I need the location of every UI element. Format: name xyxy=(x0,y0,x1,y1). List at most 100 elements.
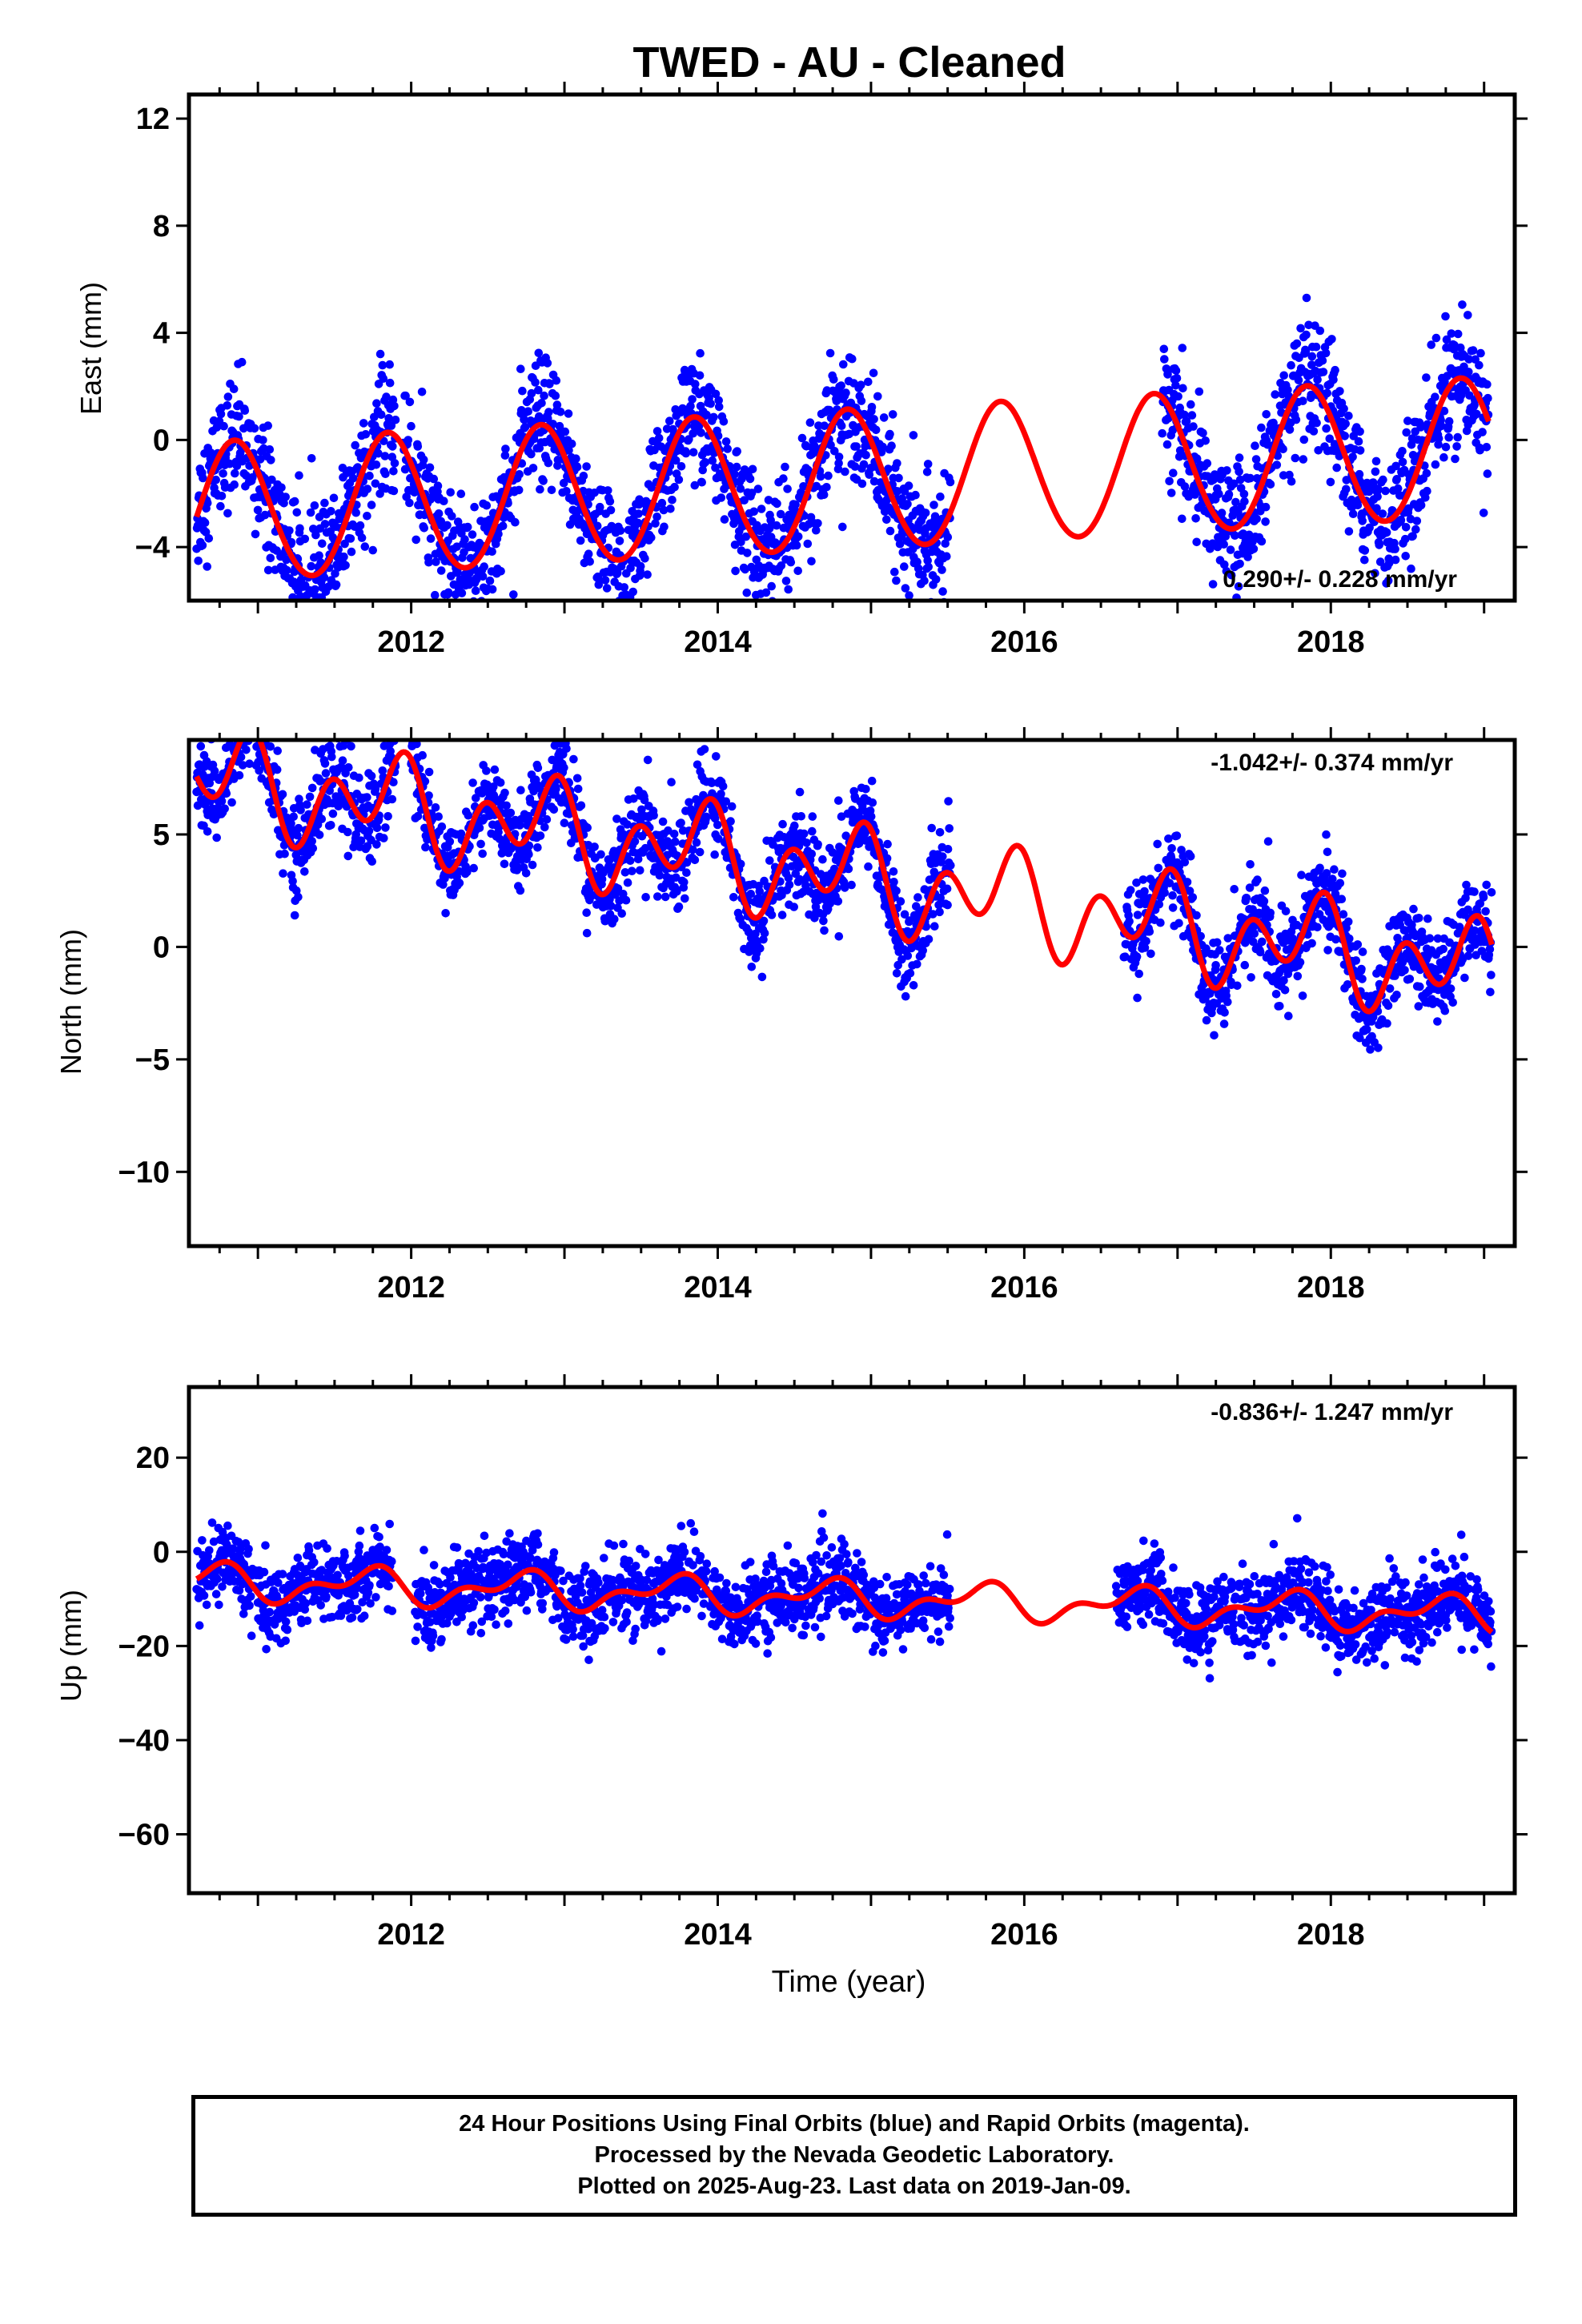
north-data-point xyxy=(343,851,353,861)
up-data-point xyxy=(198,1536,207,1545)
east-data-point xyxy=(1360,555,1369,565)
east-data-point xyxy=(837,381,845,390)
east-data-point xyxy=(277,483,286,493)
east-data-point xyxy=(299,609,308,617)
east-data-point xyxy=(360,542,370,551)
east-data-point xyxy=(204,534,214,543)
east-data-point xyxy=(730,469,739,479)
east-data-point xyxy=(1172,374,1182,383)
north-data-point xyxy=(259,710,267,719)
east-data-point xyxy=(1313,375,1322,384)
east-data-point xyxy=(652,513,661,521)
east-data-point xyxy=(381,469,390,478)
east-data-point xyxy=(761,611,770,620)
east-data-point xyxy=(1243,553,1252,561)
east-data-point xyxy=(1326,477,1335,487)
east-data-point xyxy=(544,408,553,416)
north-data-point xyxy=(883,839,892,849)
north-data-point xyxy=(233,714,242,723)
east-data-point xyxy=(375,349,385,359)
east-data-point xyxy=(412,535,420,545)
east-data-point xyxy=(1215,489,1223,498)
east-data-point xyxy=(1162,440,1172,449)
east-data-point xyxy=(1464,368,1473,376)
east-data-point xyxy=(1251,455,1261,464)
east-data-point xyxy=(524,407,532,416)
north-data-point xyxy=(1132,879,1141,887)
north-x-tick-label: 2012 xyxy=(377,1271,445,1305)
north-data-point xyxy=(506,808,516,818)
east-data-point xyxy=(471,586,480,595)
north-data-point xyxy=(664,826,673,835)
east-data-point xyxy=(320,520,330,529)
north-data-point xyxy=(938,852,947,861)
east-data-point xyxy=(1472,409,1481,419)
east-data-point xyxy=(721,437,731,446)
north-data-point xyxy=(1219,1019,1229,1028)
north-data-point xyxy=(656,837,666,846)
east-data-point xyxy=(1391,461,1400,471)
east-data-point xyxy=(552,400,562,409)
north-data-point xyxy=(296,806,305,814)
east-data-point xyxy=(460,641,468,650)
north-data-point xyxy=(1253,875,1262,884)
east-data-point xyxy=(319,573,329,582)
north-data-point xyxy=(1168,903,1178,912)
east-data-point xyxy=(302,609,311,617)
east-data-point xyxy=(405,498,414,508)
north-data-point xyxy=(1250,929,1259,939)
east-data-point xyxy=(478,572,488,581)
north-y-tick-label: 0 xyxy=(153,931,170,964)
east-data-point xyxy=(1175,446,1185,455)
east-data-point xyxy=(335,514,344,524)
east-data-point xyxy=(861,451,870,460)
north-data-point xyxy=(516,786,525,794)
north-data-point xyxy=(239,702,248,710)
north-data-point xyxy=(630,837,640,846)
east-data-point xyxy=(378,360,387,370)
east-data-point xyxy=(496,567,505,576)
east-data-point xyxy=(1231,497,1240,507)
north-data-point xyxy=(300,867,309,876)
east-data-point xyxy=(211,475,221,485)
north-data-point xyxy=(236,713,245,722)
north-data-point xyxy=(1337,895,1347,903)
north-data-point xyxy=(1126,886,1135,895)
north-data-point xyxy=(203,827,212,836)
east-data-point xyxy=(320,498,329,508)
north-data-point xyxy=(496,778,505,787)
east-data-point xyxy=(310,501,319,510)
north-data-point xyxy=(726,817,735,826)
north-data-point xyxy=(315,830,324,839)
east-data-point xyxy=(1199,428,1207,438)
east-data-point xyxy=(781,632,789,641)
east-data-point xyxy=(287,537,296,547)
east-data-point xyxy=(1307,360,1316,369)
north-data-point xyxy=(212,833,222,842)
north-data-point xyxy=(829,864,839,874)
north-data-point xyxy=(528,860,537,870)
east-data-point xyxy=(1311,342,1321,352)
north-data-point xyxy=(524,841,534,850)
east-data-point xyxy=(1411,525,1420,534)
north-data-point xyxy=(640,795,649,805)
east-data-point xyxy=(1441,312,1450,321)
east-data-point xyxy=(1327,335,1336,344)
east-data-point xyxy=(527,449,536,459)
north-data-point xyxy=(600,916,610,926)
up-data-point xyxy=(218,1582,227,1591)
east-data-point xyxy=(895,539,905,549)
east-data-point xyxy=(357,533,367,542)
east-data-point xyxy=(485,604,494,613)
east-data-point xyxy=(1407,564,1415,573)
north-data-point xyxy=(521,869,531,878)
north-data-point xyxy=(552,785,560,794)
east-data-point xyxy=(690,480,700,490)
east-data-point xyxy=(1158,428,1166,438)
east-data-point xyxy=(1223,621,1232,629)
east-data-point xyxy=(1339,404,1348,413)
east-data-point xyxy=(544,458,553,468)
east-data-point xyxy=(1171,366,1181,376)
north-data-point xyxy=(1414,1002,1423,1011)
north-data-point xyxy=(693,760,702,770)
